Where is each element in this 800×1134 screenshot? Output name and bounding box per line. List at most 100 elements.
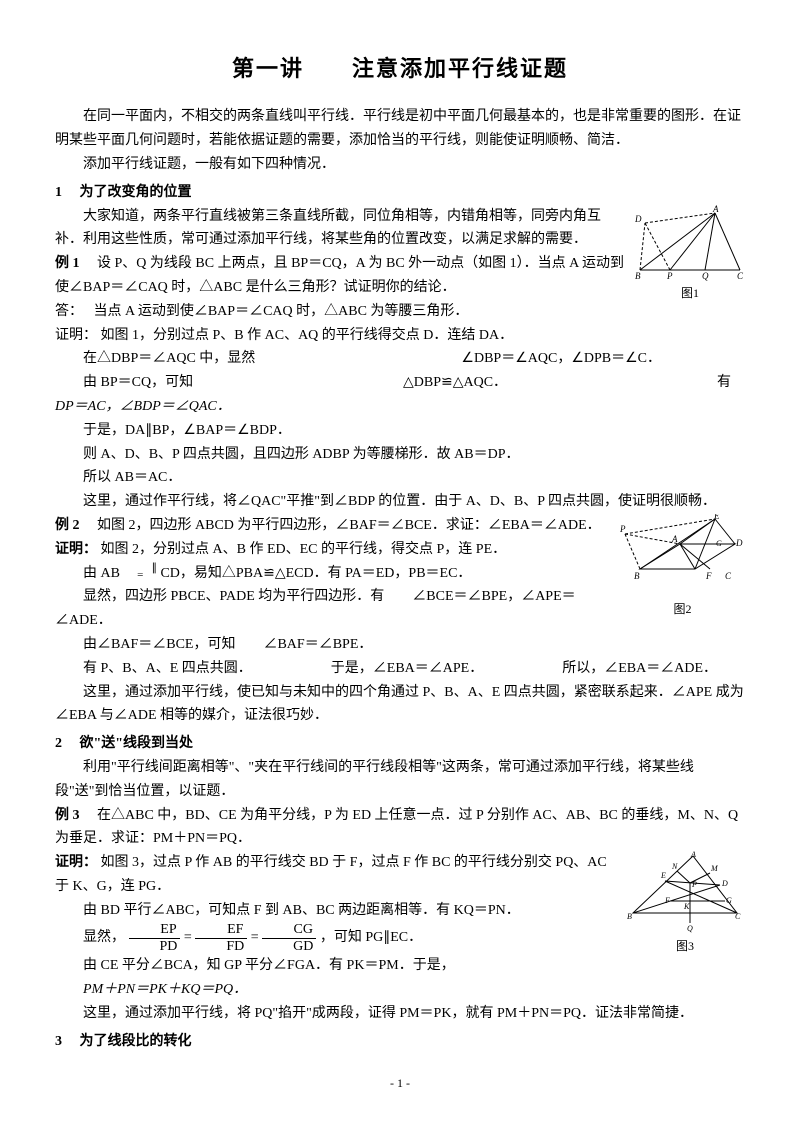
figure-3-caption: 图3 <box>625 936 745 956</box>
svg-text:E: E <box>660 871 666 880</box>
intro-para-1: 在同一平面内，不相交的两条直线叫平行线．平行线是初中平面几何最基本的，也是非常重… <box>55 105 745 153</box>
proof-2a: 在△DBP＝∠AQC 中，显然 <box>83 347 255 371</box>
frac-3-den: GD <box>262 939 316 954</box>
example-3-text: 在△ABC 中，BD、CE 为角平分线，P 为 ED 上任意一点．过 P 分别作… <box>55 808 738 847</box>
section-3-heading: 3 为了线段比的转化 <box>55 1030 745 1054</box>
svg-text:D: D <box>735 538 743 548</box>
doc-title: 第一讲 注意添加平行线证题 <box>55 50 745 87</box>
svg-text:A: A <box>690 851 696 859</box>
proof-4: DP＝AC，∠BDP＝∠QAC． <box>55 399 231 414</box>
proof2-text-1: 如图 2，分别过点 A、B 作 ED、EC 的平行线，得交点 P，连 PE． <box>101 542 507 557</box>
section-3-title: 为了线段比的转化 <box>80 1034 192 1049</box>
section-2-heading: 2 欲"送"线段到当处 <box>55 732 745 756</box>
answer-label: 答： <box>55 304 76 319</box>
proof3-text-1: 如图 3，过点 P 作 AB 的平行线交 BD 于 F，过点 F 作 BC 的平… <box>55 855 607 894</box>
figure-3-svg: A B C E D N M P F K G Q <box>625 851 745 936</box>
svg-text:G: G <box>726 896 732 905</box>
svg-text:P: P <box>620 524 626 534</box>
frac-2-num: EF <box>195 922 247 938</box>
svg-text:N: N <box>671 862 678 871</box>
svg-text:A: A <box>712 205 719 214</box>
figure-1-caption: 图1 <box>635 283 745 303</box>
svg-text:B: B <box>627 912 632 921</box>
proof-3b: △DBP≌△AQC． <box>403 371 507 395</box>
svg-text:G: G <box>716 539 722 548</box>
example-3-label: 例 3 <box>55 808 80 823</box>
fraction-2: EF FD <box>195 922 247 954</box>
parallel-equal-symbol: ∥= <box>123 565 157 580</box>
proof-label-2: 证明： <box>55 542 97 557</box>
example-1-answer: 答： 当点 A 运动到使∠BAP＝∠CAQ 时，△ABC 为等腰三角形． <box>55 300 745 324</box>
fraction-3: CG GD <box>262 922 316 954</box>
proof3-3-post: ，可知 PG∥EC． <box>320 931 422 946</box>
section-2-para-1: 利用"平行线间距离相等"、"夹在平行线间的平行线段相等"这两条，常可通过添加平行… <box>55 756 745 804</box>
example-2-text: 如图 2，四边形 ABCD 为平行四边形，∠BAF＝∠BCE．求证：∠EBA＝∠… <box>97 518 601 533</box>
proof2-5b: 于是，∠EBA＝∠APE． <box>331 657 483 681</box>
example-2-proof-line4: 由∠BAF＝∠BCE，可知 ∠BAF＝∠BPE． <box>55 633 745 657</box>
svg-text:A: A <box>671 534 678 544</box>
proof3-3-pre: 显然， <box>83 931 125 946</box>
example-1-proof-line4: DP＝AC，∠BDP＝∠QAC． <box>55 395 745 419</box>
example-1-proof-row2: 在△DBP＝∠AQC 中，显然 ∠DBP＝∠AQC，∠DPB＝∠C． <box>55 347 745 371</box>
answer-text: 当点 A 运动到使∠BAP＝∠CAQ 时，△ABC 为等腰三角形． <box>94 304 469 319</box>
proof2-5a: 有 P、B、A、E 四点共圆． <box>83 657 252 681</box>
proof2-2a: 由 AB <box>83 566 123 581</box>
example-1-conclusion: 这里，通过作平行线，将∠QAC"平推"到∠BDP 的位置．由于 A、D、B、P … <box>55 490 745 514</box>
proof-text-1: 如图 1，分别过点 P、B 作 AC、AQ 的平行线得交点 D．连结 DA． <box>101 328 514 343</box>
example-3-proof-line4: 由 CE 平分∠BCA，知 GP 平分∠FGA．有 PK＝PM．于是， <box>55 954 745 978</box>
proof-label: 证明： <box>55 328 97 343</box>
section-2-num: 2 <box>55 736 62 751</box>
proof2-2b: CD，易知△PBA≌△ECD．有 PA＝ED，PB＝EC． <box>160 566 471 581</box>
frac-1-den: PD <box>129 939 181 954</box>
section-1-num: 1 <box>55 185 62 200</box>
example-3-statement: 例 3 在△ABC 中，BD、CE 为角平分线，P 为 ED 上任意一点．过 P… <box>55 804 745 852</box>
svg-text:M: M <box>710 864 719 873</box>
intro-para-2: 添加平行线证题，一般有如下四种情况． <box>55 153 745 177</box>
figure-1-svg: A B P Q C D <box>635 205 745 283</box>
proof-3c: 有 <box>717 371 745 395</box>
svg-text:P: P <box>666 271 673 281</box>
frac-1-num: EP <box>129 922 181 938</box>
example-1-proof-row3: 由 BP＝CQ，可知 △DBP≌△AQC． 有 <box>55 371 745 395</box>
frac-2-den: FD <box>195 939 247 954</box>
svg-text:P: P <box>691 880 697 889</box>
svg-text:D: D <box>635 214 642 224</box>
svg-text:B: B <box>635 271 641 281</box>
svg-text:C: C <box>725 571 732 581</box>
example-2-proof-row5: 有 P、B、A、E 四点共圆． 于是，∠EBA＝∠APE． 所以，∠EBA＝∠A… <box>55 657 745 681</box>
figure-2-caption: 图2 <box>620 599 745 619</box>
proof-2b: ∠DBP＝∠AQC，∠DPB＝∠C． <box>461 347 745 371</box>
page-number: - 1 - <box>55 1073 745 1093</box>
svg-text:C: C <box>735 912 741 921</box>
proof-3a: 由 BP＝CQ，可知 <box>83 371 193 395</box>
frac-3-num: CG <box>262 922 316 938</box>
svg-text:Q: Q <box>702 271 709 281</box>
fraction-1: EP PD <box>129 922 181 954</box>
svg-text:F: F <box>664 896 670 905</box>
example-1-proof-line7: 所以 AB＝AC． <box>55 466 745 490</box>
example-1-text: 设 P、Q 为线段 BC 上两点，且 BP＝CQ，A 为 BC 外一动点（如图 … <box>55 256 624 295</box>
example-3-conclusion: 这里，通过添加平行线，将 PQ"掐开"成两段，证得 PM＝PK，就有 PM＋PN… <box>55 1002 745 1026</box>
svg-text:D: D <box>721 879 728 888</box>
section-3-num: 3 <box>55 1034 62 1049</box>
svg-text:K: K <box>683 902 690 911</box>
svg-text:Q: Q <box>687 924 693 933</box>
figure-2: E P A D B F C G 图2 <box>620 514 745 619</box>
section-1-heading: 1 为了改变角的位置 <box>55 181 745 205</box>
proof2-5c: 所以，∠EBA＝∠ADE． <box>562 657 717 681</box>
example-1-label: 例 1 <box>55 256 80 271</box>
example-1-proof-line6: 则 A、D、B、P 四点共圆，且四边形 ADBP 为等腰梯形．故 AB＝DP． <box>55 443 745 467</box>
svg-text:F: F <box>705 571 712 581</box>
example-2-label: 例 2 <box>55 518 80 533</box>
example-1-proof-line0: 证明： 如图 1，分别过点 P、B 作 AC、AQ 的平行线得交点 D．连结 D… <box>55 324 745 348</box>
figure-1: A B P Q C D 图1 <box>635 205 745 303</box>
figure-3: A B C E D N M P F K G Q 图3 <box>625 851 745 956</box>
example-1-proof-line5: 于是，DA∥BP，∠BAP＝∠BDP． <box>55 419 745 443</box>
example-3-proof-line5: PM＋PN＝PK＋KQ＝PQ． <box>55 978 745 1002</box>
svg-text:B: B <box>634 571 640 581</box>
section-1-title: 为了改变角的位置 <box>80 185 192 200</box>
svg-text:E: E <box>713 514 720 521</box>
proof-label-3: 证明： <box>55 855 97 870</box>
figure-2-svg: E P A D B F C G <box>620 514 745 599</box>
proof3-5: PM＋PN＝PK＋KQ＝PQ． <box>83 982 247 997</box>
